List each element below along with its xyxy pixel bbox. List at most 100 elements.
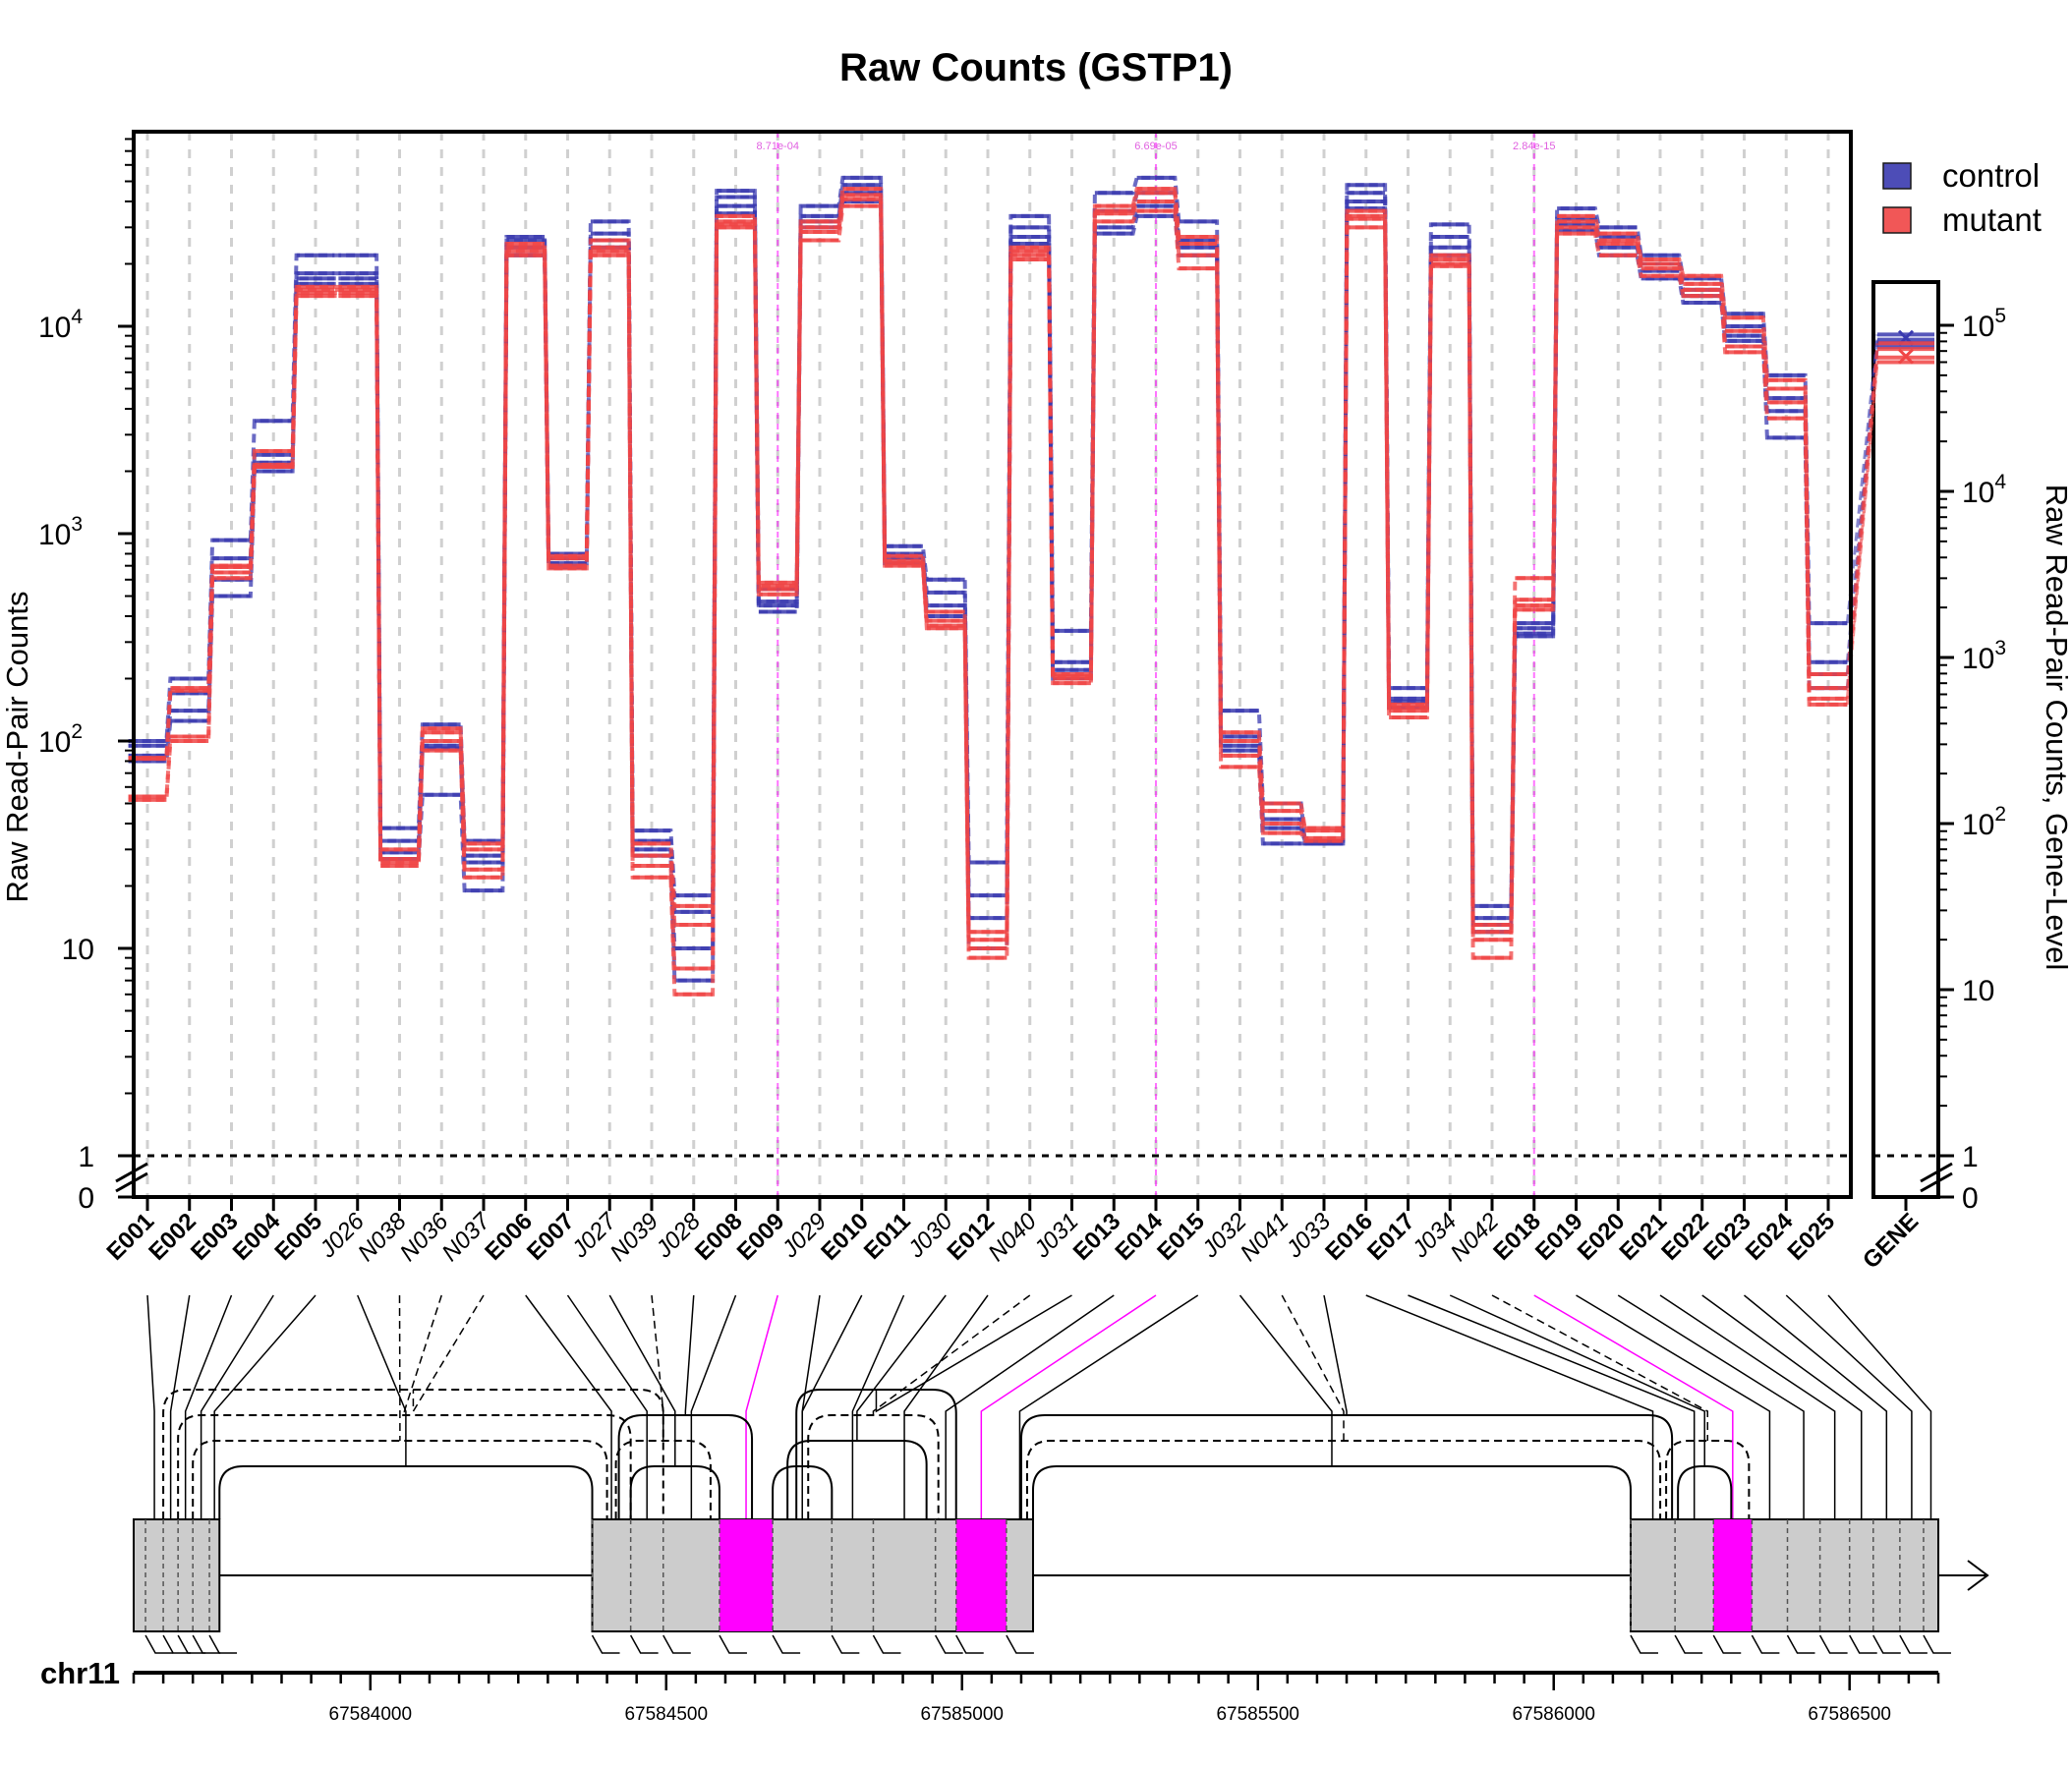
exon-end-mark (772, 1634, 801, 1654)
junction-arc-N037 (162, 1389, 664, 1519)
feature-label-N037: N037 (437, 1207, 497, 1267)
exon-end-mark (177, 1634, 206, 1654)
exon-end-mark (1712, 1634, 1742, 1654)
exon-block (133, 1518, 221, 1632)
exon-end-mark (1006, 1634, 1034, 1654)
connector-J032 (1238, 1294, 1333, 1466)
connector-E014 (980, 1294, 1157, 1519)
genomic-tick-label: 67585500 (1216, 1704, 1299, 1725)
exon-end-mark (1751, 1634, 1780, 1654)
gene-model (133, 1389, 1989, 1632)
junction-arc-J031 (795, 1389, 957, 1519)
series-line-control (128, 191, 1848, 950)
genomic-axis: chr11 67584000 67584500 67585000 67585500 675… (40, 1634, 1951, 1725)
feature-connectors (146, 1294, 1932, 1519)
feature-label-E018: E018 (1488, 1208, 1546, 1266)
connector-E023 (1744, 1294, 1888, 1519)
gene-y-axis-label: Raw Read-Pair Counts, Gene-Level (2040, 485, 2072, 971)
connector-N042 (1491, 1294, 1708, 1441)
connector-E004 (200, 1294, 274, 1519)
y-tick-label: 10 (62, 934, 94, 966)
feature-label-N036: N036 (395, 1208, 454, 1267)
connector-E010 (801, 1294, 863, 1519)
strand-arrow-icon (1967, 1560, 1989, 1591)
gene-y-tick-label: 0 (1962, 1182, 1979, 1215)
junction-arc-J027 (629, 1465, 720, 1519)
exon-end-mark (1849, 1634, 1877, 1654)
highlighted-exon (955, 1519, 1007, 1631)
connector-E013 (945, 1294, 1115, 1519)
connector-N039 (651, 1294, 664, 1441)
significance-highlights: 8.71e-04 6.69e-05 2.84e-15 (757, 132, 1555, 1197)
connector-E006 (525, 1294, 612, 1519)
feature-label-N042: N042 (1446, 1208, 1505, 1267)
connector-J026 (357, 1294, 407, 1466)
exon-end-mark (192, 1634, 221, 1654)
junction-arc-J034 (1677, 1465, 1733, 1519)
junction-arc-N041 (1025, 1440, 1662, 1519)
connector-E024 (1785, 1294, 1913, 1519)
connector-E011 (851, 1294, 905, 1519)
exon-end-mark (1899, 1634, 1928, 1654)
exon-end-mark (591, 1634, 620, 1654)
axis-break (115, 1171, 148, 1193)
connector-J028 (684, 1294, 695, 1415)
gene-y-tick-label: 105 (1962, 305, 2006, 343)
connector-N040 (872, 1294, 1031, 1415)
junction-arc-N038 (192, 1440, 608, 1519)
connector-E012 (903, 1294, 989, 1519)
connector-E017 (1408, 1294, 1696, 1519)
genomic-tick-label: 67586500 (1808, 1704, 1891, 1725)
y-tick-label: 102 (38, 720, 83, 759)
connector-E018 (1533, 1294, 1734, 1519)
connector-E003 (184, 1294, 233, 1519)
junction-arc-J033 (1019, 1414, 1674, 1519)
axis-break (1920, 1162, 1953, 1183)
axis-break (115, 1162, 148, 1183)
gene-y-tick-label: 104 (1962, 471, 2006, 509)
exon-end-mark (1674, 1634, 1703, 1654)
feature-label-E021: E021 (1615, 1208, 1673, 1266)
connector-N036 (403, 1294, 442, 1415)
connector-E022 (1701, 1294, 1863, 1519)
exon-end-mark (629, 1634, 659, 1654)
exon-end-mark (1786, 1634, 1815, 1654)
feature-labels: E001E002E003E004E005J026N038N036N037E006… (102, 1207, 1841, 1267)
legend-swatch-control (1882, 162, 1912, 190)
gene-y-tick-label: 10 (1962, 975, 1994, 1007)
axes: 0 1 10 102 103 104 (38, 130, 1853, 1215)
gene-panel-frame (1871, 280, 1940, 1199)
connector-E015 (1018, 1294, 1199, 1519)
feature-label-E008: E008 (690, 1208, 748, 1266)
connector-N041 (1281, 1294, 1345, 1441)
chart-title: Raw Counts (GSTP1) (839, 46, 1233, 89)
legend-label-control: control (1942, 157, 2040, 194)
feature-label-E003: E003 (186, 1208, 244, 1266)
connector-E025 (1827, 1294, 1932, 1519)
exon-end-mark (662, 1634, 691, 1654)
connector-E001 (146, 1294, 155, 1519)
feature-label-E015: E015 (1152, 1208, 1210, 1266)
exon-end-mark (872, 1634, 901, 1654)
junction-arc-J029 (772, 1465, 834, 1519)
gene-y-tick-label: 102 (1962, 803, 2006, 841)
junction-arc-J032 (1031, 1465, 1632, 1519)
exon-end-mark (144, 1634, 174, 1654)
connector-J027 (608, 1294, 676, 1466)
legend-swatch-mutant (1882, 206, 1912, 234)
feature-label-E009: E009 (732, 1208, 790, 1266)
exon-end-mark (162, 1634, 192, 1654)
vertical-gridlines (145, 132, 1830, 1197)
feature-label-N038: N038 (353, 1208, 412, 1267)
junction-arc-J030 (786, 1440, 928, 1519)
exon-end-mark (831, 1634, 860, 1654)
feature-label-E020: E020 (1573, 1208, 1631, 1266)
feature-label-E005: E005 (270, 1208, 328, 1266)
connector-J031 (875, 1294, 1072, 1413)
genomic-tick-label: 67585000 (920, 1704, 1004, 1725)
connector-E009 (745, 1294, 778, 1519)
genomic-tick-label: 67584500 (624, 1704, 708, 1725)
exon-end-mark (1630, 1634, 1658, 1654)
connector-E016 (1365, 1294, 1654, 1519)
connector-J030 (856, 1294, 947, 1441)
